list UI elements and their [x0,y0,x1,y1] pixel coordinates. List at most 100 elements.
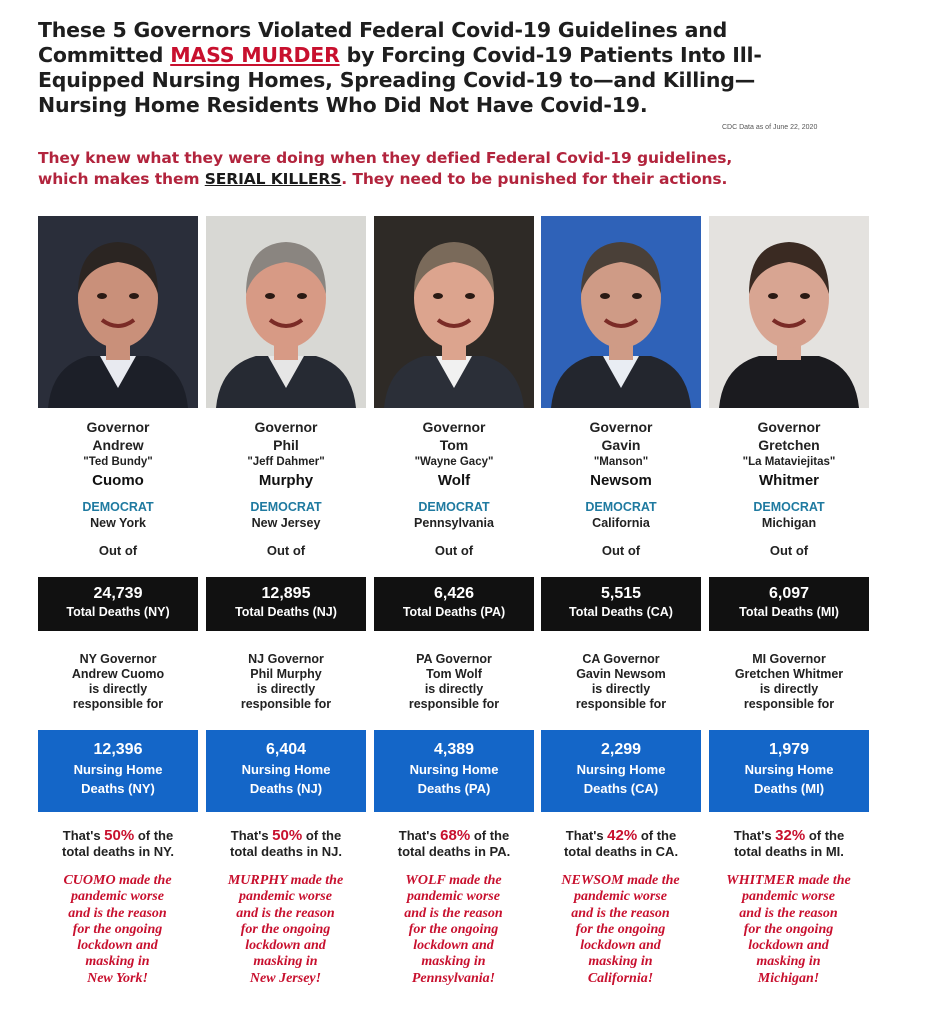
blame-line: masking in [421,954,486,970]
headline-text: by Forcing Covid-19 Patients Into Ill- [339,43,762,67]
governor-portrait [206,216,366,408]
total-deaths-value: 5,515 [600,585,642,602]
responsibility-line: is directly [759,682,819,696]
governor-last-name: Newsom [590,472,652,489]
governor-first-name: Gretchen [758,437,820,453]
blame-line: for the ongoing [743,921,834,937]
nursing-home-deaths-label: Deaths (NJ) [249,781,323,796]
percentage-prefix: That's [62,828,105,843]
governor-card: Governor Gretchen "La Mataviejitas" Whitmer… [709,216,869,559]
subheadline: They knew what they were doing when they… [38,148,898,190]
percentage-value: 50% [104,827,135,844]
blame-text: WOLF made the pandemic worse and is the re… [371,873,536,987]
party-label: DEMOCRAT [585,500,657,514]
nursing-home-deaths-value: 12,396 [93,741,143,758]
out-of-label: Out of [98,543,138,558]
percentage-text: That's 42% of the total deaths in CA. [536,828,706,860]
responsibility-line: responsible for [743,697,835,711]
responsibility-line: is directly [591,682,651,696]
total-deaths-value: 6,426 [433,585,475,602]
percentage-prefix: That's [733,828,776,843]
headline-line: Nursing Home Residents Who Did Not Have … [38,93,648,117]
percentage-prefix: That's [398,828,441,843]
percentage-text: That's 50% of the total deaths in NJ. [201,828,371,860]
percentage-suffix: of the [805,828,845,843]
source-note: CDC Data as of June 22, 2020 [722,124,818,131]
blame-line: CUOMO made the [63,873,172,888]
blame-text: WHITMER made the pandemic worse and is the… [706,873,871,987]
blame-line: for the ongoing [240,921,331,937]
nursing-home-deaths-box: 2,299 Nursing Home Deaths (CA) [541,730,701,812]
out-of-label: Out of [769,543,809,558]
nursing-home-deaths-box: 6,404 Nursing Home Deaths (NJ) [206,730,366,812]
responsibility-line: Gavin Newsom [576,667,666,681]
total-deaths-box: 12,895 Total Deaths (NJ) [206,577,366,631]
state-label: New York [90,516,146,530]
nursing-home-deaths-label: Nursing Home [73,762,163,777]
headline-line: Equipped Nursing Homes, Spreading Covid-… [38,68,756,92]
nursing-home-deaths-value: 6,404 [265,741,307,758]
state-label: California [592,516,650,530]
headline-line: These 5 Governors Violated Federal Covid… [38,18,728,42]
blame-line: pandemic worse [742,889,835,905]
total-deaths-label: Total Deaths (NY) [66,605,170,619]
responsibility-line: CA Governor [582,652,660,666]
governor-last-name: Whitmer [759,472,819,489]
blame-text: MURPHY made the pandemic worse and is the … [203,873,368,987]
governor-last-name: Murphy [258,472,314,489]
governor-nickname: "Manson" [593,456,649,468]
total-deaths-value: 6,097 [768,585,810,602]
responsibility-line: PA Governor [416,652,492,666]
governor-card: Governor Tom "Wayne Gacy" Wolf DEMOCRAT Penns… [374,216,534,559]
nursing-home-deaths-label: Nursing Home [576,762,666,777]
blame-line: masking in [253,954,318,970]
percentage-suffix: of the [470,828,510,843]
percentage-line: That's 50% of the [33,828,203,844]
state-label: Pennsylvania [414,516,494,530]
total-deaths-box: 24,739 Total Deaths (NY) [38,577,198,631]
blame-line: and is the reason [68,905,167,921]
blame-line: and is the reason [571,905,670,921]
headline-text: Committed [38,43,171,67]
percentage-suffix: of the [302,828,342,843]
governor-nickname: "La Mataviejitas" [742,456,836,468]
responsibility-line: Andrew Cuomo [71,667,165,681]
subheadline-text: which makes them [38,170,205,188]
blame-line: WOLF made the [405,873,502,888]
blame-line: pandemic worse [407,889,500,905]
subheadline-line: They knew what they were doing when they… [38,149,733,167]
nursing-home-deaths-box: 4,389 Nursing Home Deaths (PA) [374,730,534,812]
governor-last-name: Cuomo [92,472,144,489]
percentage-text: That's 68% of the total deaths in PA. [369,828,539,860]
total-deaths-label: Total Deaths (CA) [569,605,673,619]
percentage-line: That's 68% of the [369,828,539,844]
responsibility-line: Gretchen Whitmer [734,667,844,681]
total-deaths-label: Total Deaths (PA) [402,605,506,619]
governor-title: Governor [254,419,318,435]
party-label: DEMOCRAT [82,500,154,514]
responsibility-line: NJ Governor [248,652,324,666]
headline-line: Committed MASS MURDER by Forcing Covid-1… [38,43,908,68]
percentage-prefix: That's [230,828,273,843]
percentage-text: That's 32% of the total deaths in MI. [704,828,874,860]
blame-text: CUOMO made the pandemic worse and is the r… [35,873,200,987]
out-of-label: Out of [601,543,641,558]
percentage-line: total deaths in NY. [62,844,174,859]
blame-line: pandemic worse [71,889,164,905]
percentage-suffix: of the [134,828,174,843]
blame-line: lockdown and [245,938,326,954]
responsibility-line: Tom Wolf [426,667,482,681]
governor-portrait [374,216,534,408]
percentage-line: total deaths in MI. [734,844,844,859]
blame-line: pandemic worse [574,889,667,905]
blame-line: masking in [756,954,821,970]
blame-line: Pennsylvania! [411,970,496,986]
governor-portrait [541,216,701,408]
governor-nickname: "Jeff Dahmer" [247,456,325,468]
blame-line: New York! [87,970,148,986]
blame-line: MURPHY made the [227,873,344,888]
percentage-line: That's 32% of the [704,828,874,844]
responsibility-line: responsible for [240,697,332,711]
nursing-home-deaths-label: Nursing Home [241,762,331,777]
blame-line: masking in [85,954,150,970]
